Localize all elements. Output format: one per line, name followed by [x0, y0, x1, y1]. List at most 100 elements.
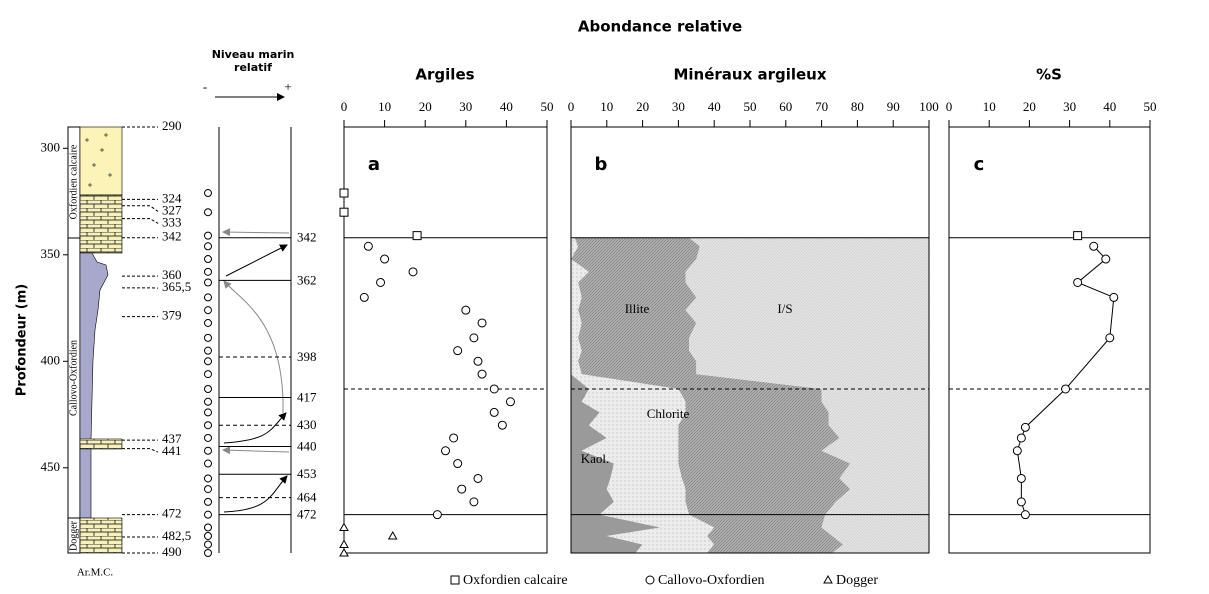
area — [685, 237, 929, 553]
legend-label: Oxfordien calcaire — [463, 573, 568, 588]
x-tick-label: 0 — [946, 99, 953, 114]
x-tick-label: 50 — [541, 99, 554, 114]
point — [1105, 333, 1115, 343]
sample — [204, 293, 212, 302]
y-tick-label: 350 — [41, 246, 61, 261]
panel-letter: a — [368, 154, 380, 175]
point — [489, 384, 499, 394]
point — [1101, 254, 1111, 264]
point — [505, 397, 515, 407]
depth-label: 324 — [162, 190, 182, 205]
x-tick-label: 30 — [672, 99, 685, 114]
point — [441, 446, 450, 456]
point — [359, 292, 369, 302]
sample — [204, 346, 212, 355]
sample — [204, 523, 212, 532]
point — [380, 254, 390, 264]
y-axis-label: Profondeur (m) — [15, 284, 30, 396]
line — [1016, 245, 1115, 515]
depth-label: 441 — [162, 443, 182, 458]
x-tick-label: 50 — [1144, 99, 1157, 114]
sea-level-minus: - — [203, 79, 207, 94]
point — [1012, 446, 1022, 456]
legend-item: Dogger — [823, 573, 878, 588]
point — [469, 497, 479, 507]
x-tick-label: 40 — [1103, 99, 1116, 114]
sea-level-label: 398 — [297, 349, 317, 364]
point — [477, 369, 487, 379]
panel-title: Argiles — [415, 66, 474, 84]
y-tick-label: 400 — [41, 352, 61, 367]
depth-label: 437 — [162, 431, 182, 446]
formation-label: Oxfordien calcaire — [68, 144, 79, 219]
point — [1016, 473, 1026, 483]
sample — [204, 384, 212, 393]
x-tick-label: 10 — [378, 99, 391, 114]
area-label: Chlorite — [647, 406, 690, 421]
sample — [204, 208, 212, 217]
depth-label: 360 — [162, 267, 182, 282]
point — [1109, 292, 1119, 302]
panel-frame — [570, 126, 930, 554]
y-tick-label: 300 — [41, 139, 61, 154]
x-tick-label: 30 — [1063, 99, 1076, 114]
x-tick-label: 100 — [919, 99, 939, 114]
x-tick-label: 40 — [708, 99, 721, 114]
point — [339, 547, 349, 557]
sea-level-title: Niveau marin relatif — [211, 48, 295, 74]
sea-level-frame — [215, 93, 292, 553]
y-tick-label: 450 — [41, 459, 61, 474]
point — [1020, 510, 1030, 520]
point — [412, 231, 422, 241]
point — [1061, 384, 1071, 394]
sample — [204, 421, 212, 430]
sample — [204, 333, 212, 342]
point — [363, 241, 373, 251]
point — [449, 433, 459, 443]
lithology-column — [67, 126, 123, 554]
x-tick-label: 70 — [815, 99, 828, 114]
panel-frame — [948, 126, 1151, 554]
depth-leader — [122, 448, 159, 453]
panel-title: %S — [1036, 66, 1062, 84]
point — [1016, 497, 1026, 507]
sample — [204, 459, 212, 468]
point — [1073, 231, 1083, 241]
sea-level-label: 362 — [297, 272, 317, 287]
x-tick-label: 10 — [983, 99, 996, 114]
point — [339, 539, 349, 548]
sample — [204, 408, 212, 417]
area — [571, 237, 661, 553]
figure-title: Abondance relative — [578, 18, 742, 36]
depth-label: 342 — [162, 229, 182, 244]
sample — [204, 242, 212, 251]
sea-level-label: 342 — [297, 230, 317, 245]
panel-letter: b — [595, 154, 608, 175]
sample — [204, 497, 212, 506]
legend-item: Callovo-Oxfordien — [645, 573, 765, 588]
x-tick-label: 40 — [500, 99, 513, 114]
lithology-caption: Ar.M.C. — [77, 567, 114, 579]
sea-level-label: 464 — [297, 490, 317, 505]
sample — [204, 549, 212, 557]
point — [1073, 277, 1083, 287]
point — [469, 333, 479, 343]
point — [339, 522, 349, 531]
point — [497, 420, 507, 430]
sample — [204, 474, 212, 483]
x-tick-label: 0 — [568, 99, 575, 114]
sample — [204, 255, 212, 264]
formation-label: Dogger — [68, 520, 79, 551]
sample — [204, 318, 212, 327]
x-tick-label: 10 — [600, 99, 613, 114]
legend-item: Oxfordien calcaire — [450, 573, 568, 588]
legend-symbol — [823, 574, 833, 584]
point — [473, 356, 483, 366]
sample — [204, 446, 212, 455]
sample — [204, 370, 212, 379]
panel-letter: c — [974, 154, 985, 175]
sample — [204, 510, 212, 519]
point — [408, 267, 418, 277]
legend-label: Dogger — [836, 573, 878, 588]
